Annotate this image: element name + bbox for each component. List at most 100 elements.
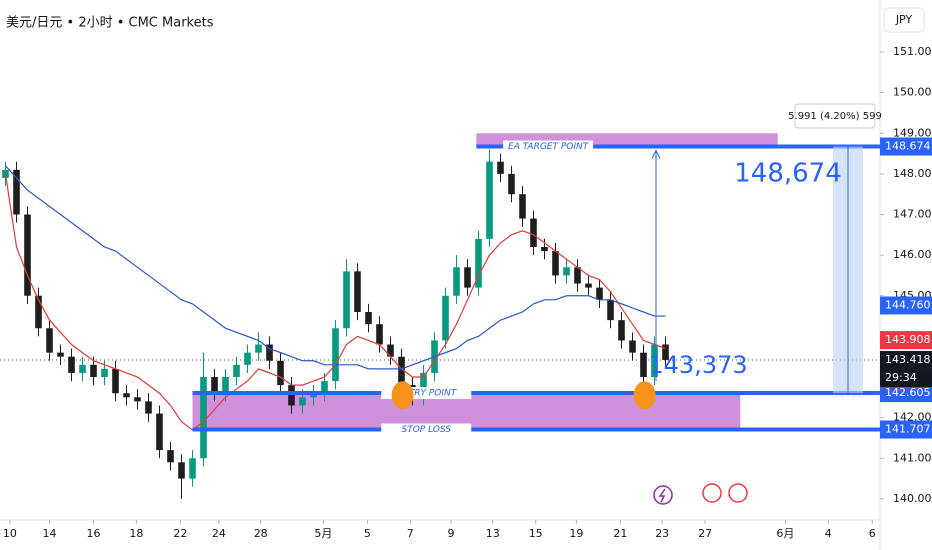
countdown: 29:34: [885, 371, 917, 384]
y-tick-label: 142.000: [893, 411, 932, 424]
y-tick-label: 150.000: [893, 86, 932, 99]
candle-body: [640, 352, 647, 377]
candle-body: [123, 393, 130, 398]
y-tick-label: 149.000: [893, 126, 932, 139]
candle-body: [332, 328, 339, 382]
currency-box[interactable]: [883, 7, 925, 33]
candle-body: [343, 271, 350, 329]
price-label-bg: [880, 137, 932, 156]
candle-body: [464, 267, 471, 288]
candle-body: [486, 161, 493, 239]
candle-body: [189, 458, 196, 479]
currency: JPY: [895, 13, 913, 26]
chart-title: 美元/日元 • 2小时 • CMC Markets: [6, 16, 214, 31]
candle-body: [200, 377, 207, 459]
candle-body: [530, 218, 537, 247]
countdown-bg: [880, 369, 932, 388]
candle-body: [365, 312, 372, 325]
candle-body: [321, 381, 328, 394]
candle-body: [376, 324, 383, 345]
y-tick-label: 151.000: [893, 45, 932, 58]
candle-body: [552, 251, 559, 276]
x-tick-label: 5: [364, 527, 371, 540]
candle-body: [475, 238, 482, 288]
price-label: 143.418: [885, 353, 931, 366]
candle-body: [453, 267, 460, 296]
x-tick-label: 19: [569, 527, 583, 540]
candle-body: [178, 462, 185, 479]
y-tick-label: 148.000: [893, 167, 932, 180]
plot: 140.000141.000142.000143.000144.000145.0…: [0, 45, 932, 540]
x-tick-label: 5月: [314, 527, 332, 540]
candle-body: [57, 352, 64, 357]
x-tick-label: 4: [825, 527, 832, 540]
candle-body: [211, 377, 218, 394]
price-label-bg: [880, 384, 932, 403]
x-tick-label: 16: [87, 527, 101, 540]
price-label-bg: [880, 296, 932, 315]
candle-body: [398, 356, 405, 386]
x-tick-label: 7: [407, 527, 414, 540]
candle-body: [662, 344, 669, 360]
candle-body: [24, 214, 31, 296]
price-label: 142.605: [885, 386, 931, 399]
candle-body: [156, 413, 163, 451]
moving-average: [5, 165, 666, 370]
candle-body: [310, 393, 317, 398]
x-tick-label: 6: [869, 527, 876, 540]
x-tick-label: 21: [613, 527, 627, 540]
price-label: 143.908: [885, 333, 931, 346]
arrow-head: [651, 149, 661, 159]
candle-body: [288, 385, 295, 406]
candle-body: [541, 247, 548, 252]
x-tick-label: 9: [448, 527, 455, 540]
x-tick-label: 24: [212, 527, 226, 540]
candle-body: [387, 344, 394, 357]
level-label-bg: [381, 423, 472, 436]
x-tick-label: 10: [3, 527, 17, 540]
candle-body: [618, 320, 625, 341]
candle-body: [145, 401, 152, 414]
candle-body: [167, 450, 174, 463]
candle-body: [420, 372, 427, 398]
candle-body: [354, 271, 361, 312]
candle-body: [79, 364, 86, 373]
candle-body: [13, 169, 20, 215]
level-label: EA TARGET POINT: [508, 142, 590, 152]
candle-body: [607, 299, 614, 321]
event-icon[interactable]: [653, 485, 673, 505]
x-tick-label: 28: [254, 527, 268, 540]
y-tick-label: 146.000: [893, 248, 932, 261]
icons: [653, 483, 748, 505]
candle-body: [46, 328, 53, 353]
candle-body: [651, 344, 658, 377]
candle-body: [266, 344, 273, 361]
measure-label: 5.991 (4.20%) 599: [788, 111, 882, 122]
annotation: 148,674: [734, 159, 842, 189]
lightning: [658, 488, 666, 503]
x-tick-label: 14: [43, 527, 57, 540]
level-label: ENTRY POINT: [396, 389, 457, 399]
candle-body: [442, 295, 449, 341]
x-tick-label: 13: [486, 527, 500, 540]
measure-box: [794, 103, 876, 129]
price-label-bg: [880, 351, 932, 370]
candle-body: [277, 360, 284, 386]
candle-body: [519, 194, 526, 219]
x-tick-label: 23: [655, 527, 669, 540]
x-tick-label: 6月: [776, 527, 794, 540]
candle-body: [90, 364, 97, 377]
x-tick-label: 27: [698, 527, 712, 540]
flag-icon[interactable]: [728, 483, 748, 503]
flag-icon[interactable]: [702, 483, 722, 503]
candle-body: [585, 283, 592, 288]
level-label: STOP LOSS: [401, 425, 451, 435]
candle-body: [101, 368, 108, 377]
candle-body: [35, 295, 42, 329]
y-tick-label: 141.000: [893, 451, 932, 464]
candle-body: [68, 356, 75, 373]
candle-body: [508, 173, 515, 195]
price-label-bg: [880, 331, 932, 350]
candle-body: [299, 397, 306, 406]
level-label-bg: [503, 140, 594, 153]
